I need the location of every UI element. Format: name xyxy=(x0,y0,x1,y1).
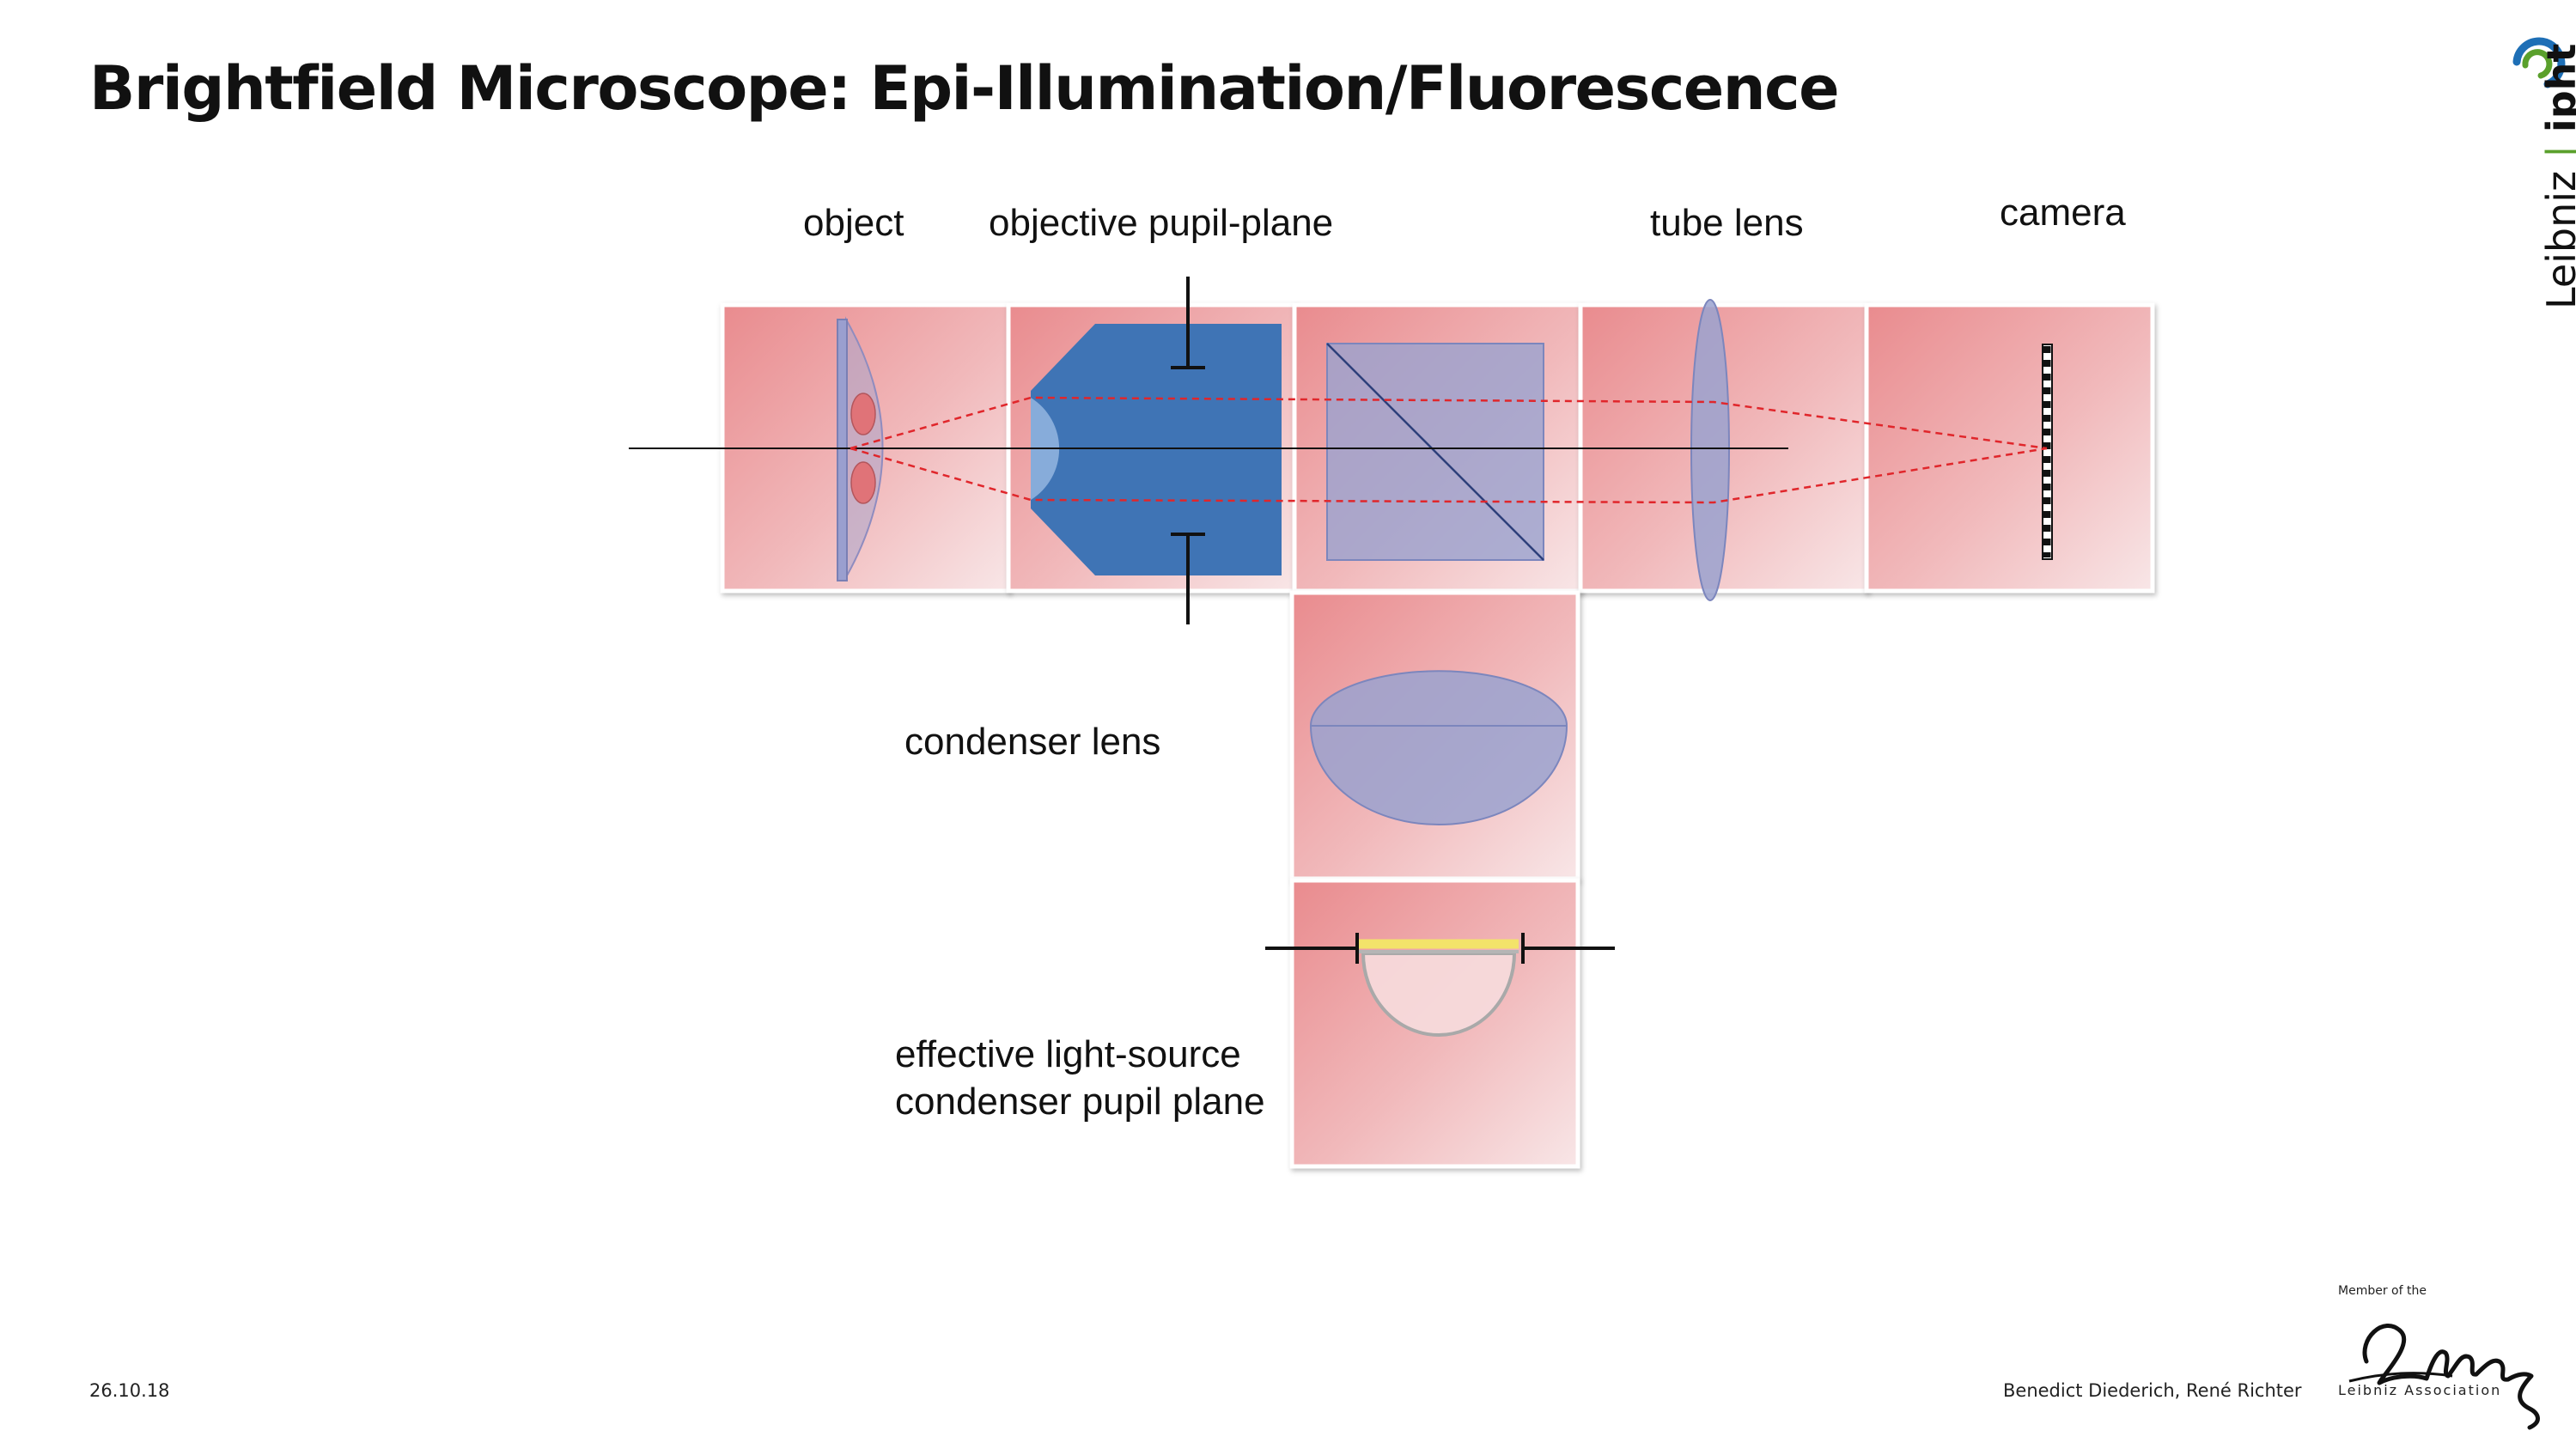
leibniz-member-text: Member of the xyxy=(2338,1284,2427,1298)
label-objective-pupil-plane: objective pupil-plane xyxy=(989,202,1334,244)
label-tube-lens: tube lens xyxy=(1650,202,1804,244)
ray-upper xyxy=(850,396,2048,450)
label-camera: camera xyxy=(2000,192,2126,234)
camera-sensor xyxy=(2042,344,2053,560)
ipht-ring-icon xyxy=(2512,37,2566,88)
ipht-logo-mark xyxy=(2512,37,2566,88)
condenser-lens-shape xyxy=(1309,670,1568,826)
panel-camera xyxy=(1864,302,2155,594)
ipht-word-leibniz: Leibniz xyxy=(2538,170,2576,309)
ipht-wordmark: Leibniz | ipht xyxy=(2538,44,2576,309)
label-light-source-line2: condenser pupil plane xyxy=(895,1081,1265,1123)
coverslip xyxy=(837,319,848,581)
ipht-word-ipht: ipht xyxy=(2538,43,2576,133)
tube-lens-shape xyxy=(1690,299,1730,601)
leibniz-association-text: Leibniz Association xyxy=(2338,1382,2502,1398)
ray-lower xyxy=(850,447,2048,504)
cell-bottom xyxy=(850,461,876,504)
label-light-source-line1: effective light-source xyxy=(895,1033,1241,1075)
slide-authors: Benedict Diederich, René Richter xyxy=(2003,1380,2302,1401)
label-object: object xyxy=(803,202,904,244)
ipht-separator: | xyxy=(2538,145,2576,159)
ipht-ring-green-icon xyxy=(2522,49,2553,79)
cell-top xyxy=(850,393,876,435)
label-condenser-lens: condenser lens xyxy=(904,721,1161,763)
slide-title: Brightfield Microscope: Epi-Illumination… xyxy=(89,53,1840,124)
light-source-dome xyxy=(1361,952,1517,1037)
leibniz-underline-icon xyxy=(2348,1372,2453,1383)
beam-splitter-diagonal xyxy=(1326,343,1544,561)
objective-body xyxy=(1031,324,1282,575)
slide-date: 26.10.18 xyxy=(89,1380,170,1401)
leibniz-signature-logo xyxy=(2348,1324,2540,1430)
